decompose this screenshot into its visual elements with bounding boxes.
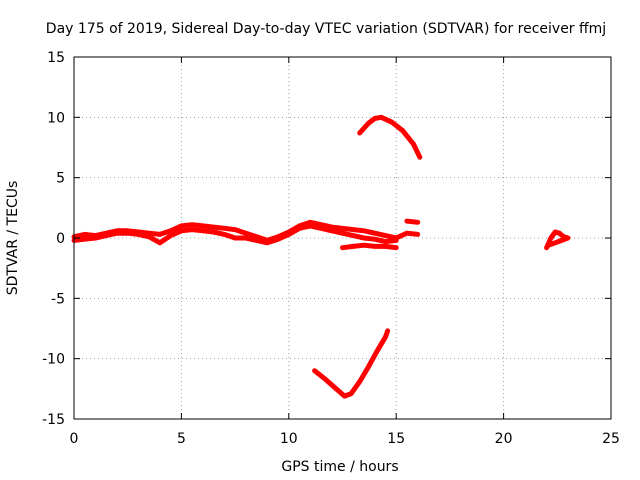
series-line-2: [71, 223, 399, 246]
y-tick-label: -10: [42, 352, 65, 368]
x-tick-label: 20: [495, 431, 513, 447]
x-tick-label: 25: [602, 431, 620, 447]
series-line-7: [544, 229, 571, 251]
y-tick-label: 15: [47, 50, 65, 66]
y-tick-label: 10: [47, 110, 65, 126]
tick-layer: 0 5 10 15 20 25 -15 -10 -5 0 5 10 15: [42, 50, 620, 447]
y-axis-label: SDTVAR / TECUs: [5, 181, 21, 296]
x-axis-label: GPS time / hours: [281, 459, 398, 475]
x-tick-label: 10: [280, 431, 298, 447]
chart-title: Day 175 of 2019, Sidereal Day-to-day VTE…: [46, 21, 606, 37]
y-tick-label: 5: [56, 171, 65, 187]
series-line-3: [340, 242, 399, 251]
x-tick-label: 15: [387, 431, 405, 447]
series-layer: [71, 114, 571, 399]
series-line-6: [312, 328, 391, 399]
series-line-4: [404, 218, 421, 225]
y-tick-label: -5: [51, 291, 65, 307]
series-line-5: [357, 114, 423, 160]
y-tick-label: 0: [56, 231, 65, 247]
x-tick-label: 5: [177, 431, 186, 447]
y-tick-label: -15: [42, 412, 65, 428]
x-tick-label: 0: [70, 431, 79, 447]
